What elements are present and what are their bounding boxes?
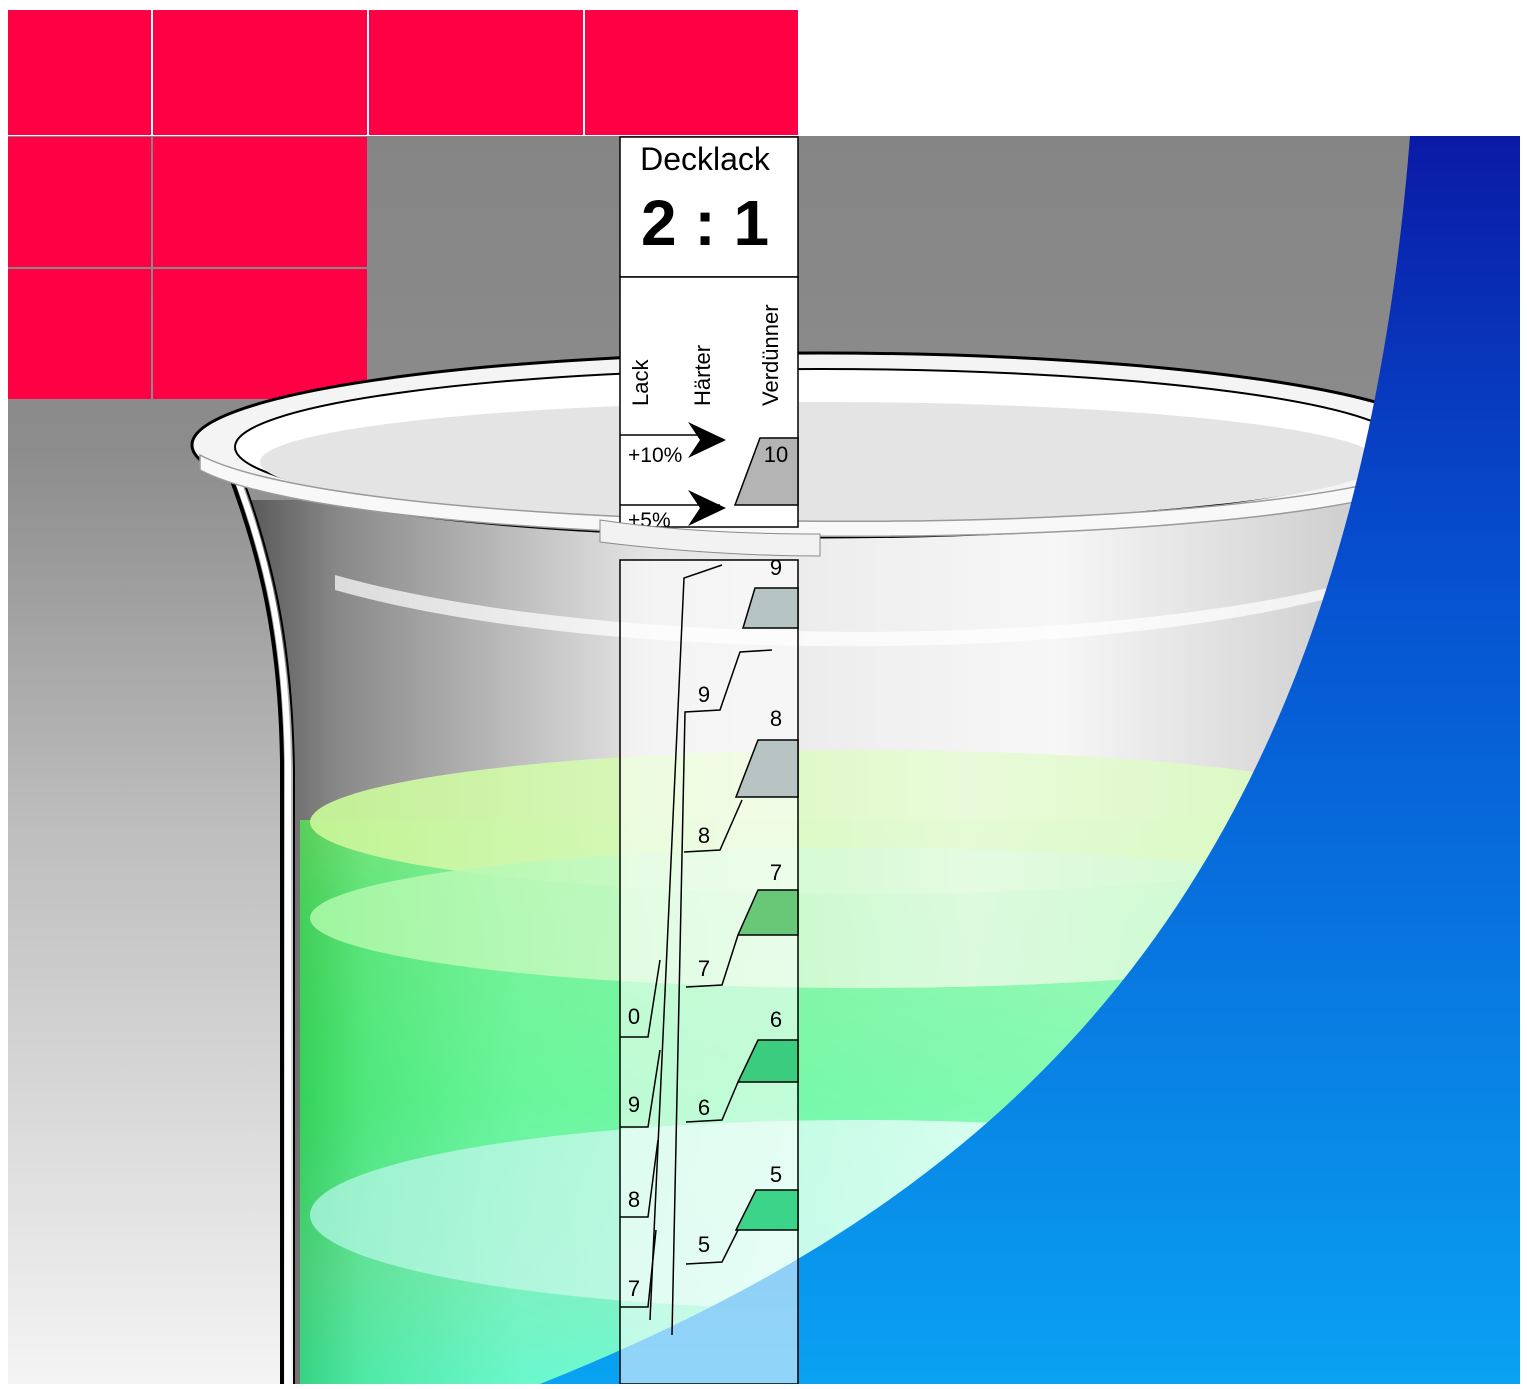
- strip-title: Decklack: [640, 141, 771, 177]
- lack-label: 7: [628, 1276, 640, 1301]
- haerter-label: 7: [698, 956, 710, 981]
- verduenner-label: 5: [770, 1162, 782, 1187]
- tile: [8, 137, 151, 267]
- strip-ratio: 2 : 1: [641, 187, 769, 259]
- tile: [153, 269, 367, 399]
- haerter-label: 9: [698, 682, 710, 707]
- mixing-ratio-strip: Decklack 2 : 1 Lack Härter Verdünner +10…: [620, 137, 798, 1384]
- haerter-label: 6: [698, 1095, 710, 1120]
- verduenner-label: 6: [770, 1007, 782, 1032]
- verduenner-label: 7: [770, 860, 782, 885]
- verduenner-label: 9: [770, 555, 782, 580]
- column-label-verduenner: Verdünner: [758, 304, 783, 406]
- column-label-lack: Lack: [628, 359, 653, 406]
- lack-label: 0: [628, 1004, 640, 1029]
- verduenner-label: 8: [770, 706, 782, 731]
- lack-label: 8: [628, 1187, 640, 1212]
- verduenner-label: 10: [764, 442, 788, 467]
- tile: [369, 10, 583, 135]
- lack-label: 9: [628, 1092, 640, 1117]
- tile: [153, 137, 367, 267]
- column-label-haerter: Härter: [690, 345, 715, 406]
- tile: [8, 10, 151, 135]
- haerter-label: 8: [698, 823, 710, 848]
- haerter-label: 5: [698, 1232, 710, 1257]
- tile: [153, 10, 367, 135]
- tile: [8, 269, 151, 399]
- arrow-label-plus10: +10%: [628, 444, 682, 467]
- tile: [585, 10, 798, 135]
